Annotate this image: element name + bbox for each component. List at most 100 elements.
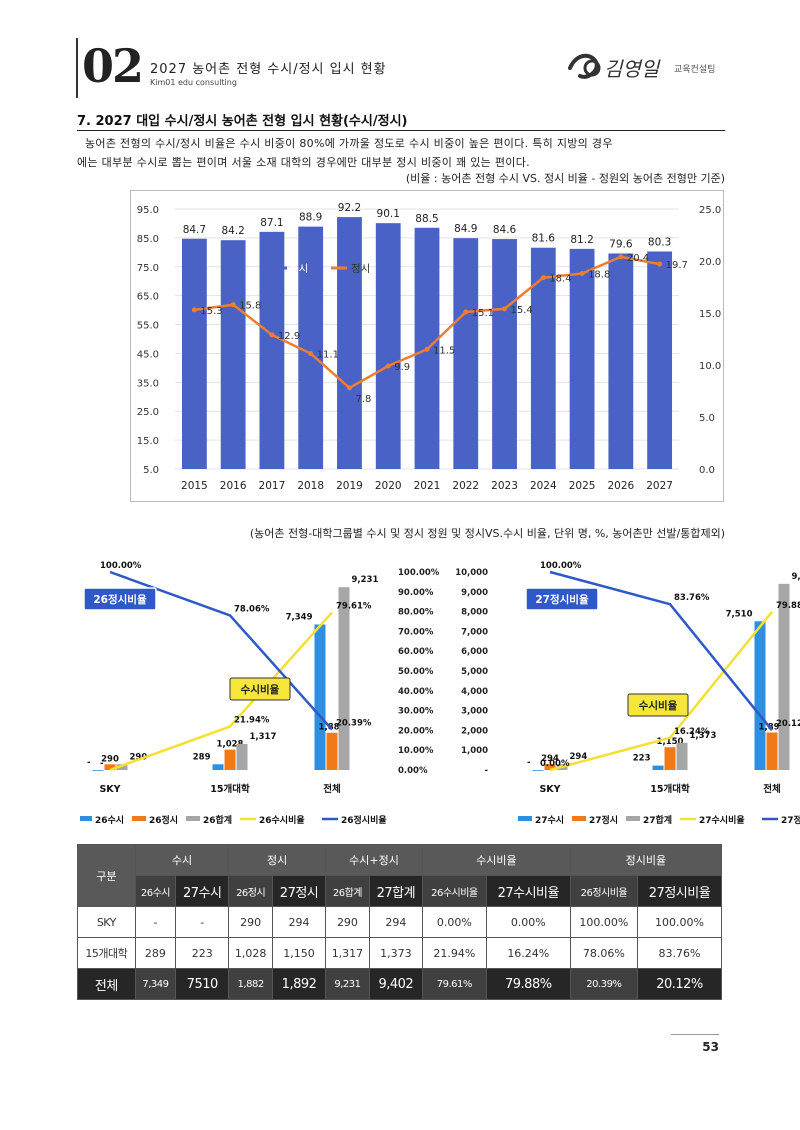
ratio-label: 79.61%: [336, 601, 372, 611]
left-axis-tick: 15.0: [137, 436, 159, 447]
susi-jeongsi-yearly-chart: 5.0 15.0 25.0 35.0 45.0 55.0 65.0 75.0 85.0 95.0 0…: [130, 190, 724, 502]
susi-bar: [181, 238, 207, 469]
susi-bar: [375, 223, 401, 469]
jeongsi-point-label: 20.4: [627, 253, 649, 264]
pct-axis-tick: 30.00%: [398, 707, 434, 717]
pct-axis-tick: 70.00%: [398, 627, 434, 637]
legend-label: 27정시비율: [781, 814, 800, 826]
table-cell: 83.76%: [636, 937, 723, 969]
susi-bar: [259, 231, 285, 469]
x-axis-tick: 2023: [491, 480, 518, 492]
ratio-label: 83.76%: [674, 593, 710, 603]
chart1-note: (비율 : 농어촌 전형 수시 VS. 정시 비율 - 정원외 농어촌 전형만 …: [405, 172, 725, 185]
left-axis-tick: 75.0: [137, 263, 159, 274]
pct-axis-tick: 10.00%: [398, 746, 434, 756]
susi-bar: [492, 239, 517, 469]
group-label: 전체: [323, 783, 340, 795]
table-group-header: 정시비율: [569, 844, 723, 876]
count-axis-tick: 5,000: [461, 667, 488, 677]
bar-label: 290: [101, 754, 119, 764]
susi-bar-label: 80.3: [648, 236, 671, 248]
jeongsi-point: [424, 346, 430, 352]
legend-label: 27수시비율: [699, 814, 745, 826]
table-cell: 78.06%: [569, 937, 638, 969]
legend-label: 26합계: [203, 814, 232, 826]
x-axis-tick: 2019: [336, 480, 363, 492]
bar-26정시: [104, 764, 116, 770]
table-subheader: 27수시: [175, 875, 230, 907]
bar-label: 223: [633, 754, 651, 764]
x-axis-tick: 2025: [569, 480, 596, 492]
jeongsi-point-label: 15.8: [239, 301, 261, 312]
jeongsi-point-label: 15.1: [472, 308, 494, 319]
table-cell: 294: [368, 906, 423, 938]
group-label: 전체: [763, 783, 780, 795]
ratio-line-26수시비율: [109, 611, 333, 772]
table-cell: 21.94%: [421, 937, 487, 969]
chapter-number: 02: [82, 39, 144, 93]
ratio-label: 100.00%: [100, 561, 142, 571]
group-label: SKY: [99, 784, 120, 795]
bar-26합계: [116, 764, 128, 770]
jeongsi-point-label: 15.3: [200, 306, 222, 317]
table-cell: 290: [228, 906, 273, 938]
jeongsi-point: [230, 302, 236, 308]
ratio-label: 0.00%: [540, 759, 570, 769]
bar-label: 289: [193, 752, 211, 762]
jeongsi-point: [463, 309, 469, 315]
bar-26정시: [224, 749, 236, 770]
legend-label-jeongsi: 정시: [351, 263, 370, 275]
group-ratio-charts: 0.00% 10.00% 20.00% 30.00% 40.00% 50.00% 60.00…: [80, 561, 800, 826]
table-corner: 구분: [77, 844, 136, 907]
legend-swatch: [518, 816, 532, 821]
bar-label: -: [87, 758, 91, 768]
ratio-label: 78.06%: [234, 604, 270, 614]
pct-axis-tick: 80.00%: [398, 608, 434, 618]
bar-label: 294: [570, 752, 588, 762]
table-cell: 1,373: [368, 937, 423, 969]
right-axis-tick: 10.0: [699, 361, 721, 372]
table-subheader: 26합계: [325, 875, 370, 907]
bar-label: 1,892: [759, 723, 786, 733]
jeongsi-point-label: 12.9: [278, 331, 300, 342]
left-axis-tick: 25.0: [137, 407, 159, 418]
table-cell: 294: [271, 906, 327, 938]
legend-label-susi: 수시: [289, 263, 308, 275]
x-axis-tick: 2024: [530, 480, 557, 492]
table-cell: 7510: [175, 968, 230, 1000]
jeongsi-point-label: 11.1: [317, 350, 339, 361]
count-axis-tick: 6,000: [461, 647, 488, 657]
bar-label: 1,882: [319, 723, 346, 733]
left-axis-tick: 55.0: [137, 321, 159, 332]
susi-bar-label: 87.1: [260, 217, 283, 229]
table-cell: 1,892: [271, 968, 327, 1000]
bar-label: 7,349: [286, 612, 313, 622]
table-subheader: 26수시비율: [421, 875, 487, 907]
table-cell: 1,150: [271, 937, 327, 969]
callout-susi-box: [229, 677, 291, 701]
ratio-label: 20.12%: [776, 719, 800, 729]
section-paragraph: 농어촌 전형의 수시/정시 비율은 수시 비중이 80%에 가까울 정도로 수시…: [77, 134, 727, 172]
table-cell: -: [134, 906, 177, 938]
bar-27수시: [754, 621, 766, 770]
table-cell: 1,317: [325, 937, 370, 969]
legend-label: 27합계: [643, 814, 672, 826]
count-axis-tick: 7,000: [461, 627, 488, 637]
callout-jeongsi-box: [83, 587, 157, 611]
bar-label: 1,317: [250, 732, 277, 742]
susi-bar: [569, 248, 595, 469]
ratio-label: 100.00%: [540, 561, 582, 571]
susi-bar-label: 84.6: [493, 224, 517, 236]
callout-susi-text: 수시비율: [241, 683, 280, 696]
table-cell: -: [175, 906, 230, 938]
ratio-line-27정시비율: [549, 570, 773, 731]
legend-swatch: [572, 816, 586, 821]
jeongsi-point-label: 18.8: [588, 269, 610, 280]
jeongsi-point-label: 18.4: [549, 274, 571, 285]
left-axis-tick: 5.0: [143, 465, 159, 476]
ratio-line-27수시비율: [549, 611, 773, 772]
pct-axis-tick: 20.00%: [398, 726, 434, 736]
jeongsi-point-label: 9.9: [394, 362, 410, 373]
count-axis-tick: 1,000: [461, 746, 488, 756]
jeongsi-point: [308, 351, 314, 357]
